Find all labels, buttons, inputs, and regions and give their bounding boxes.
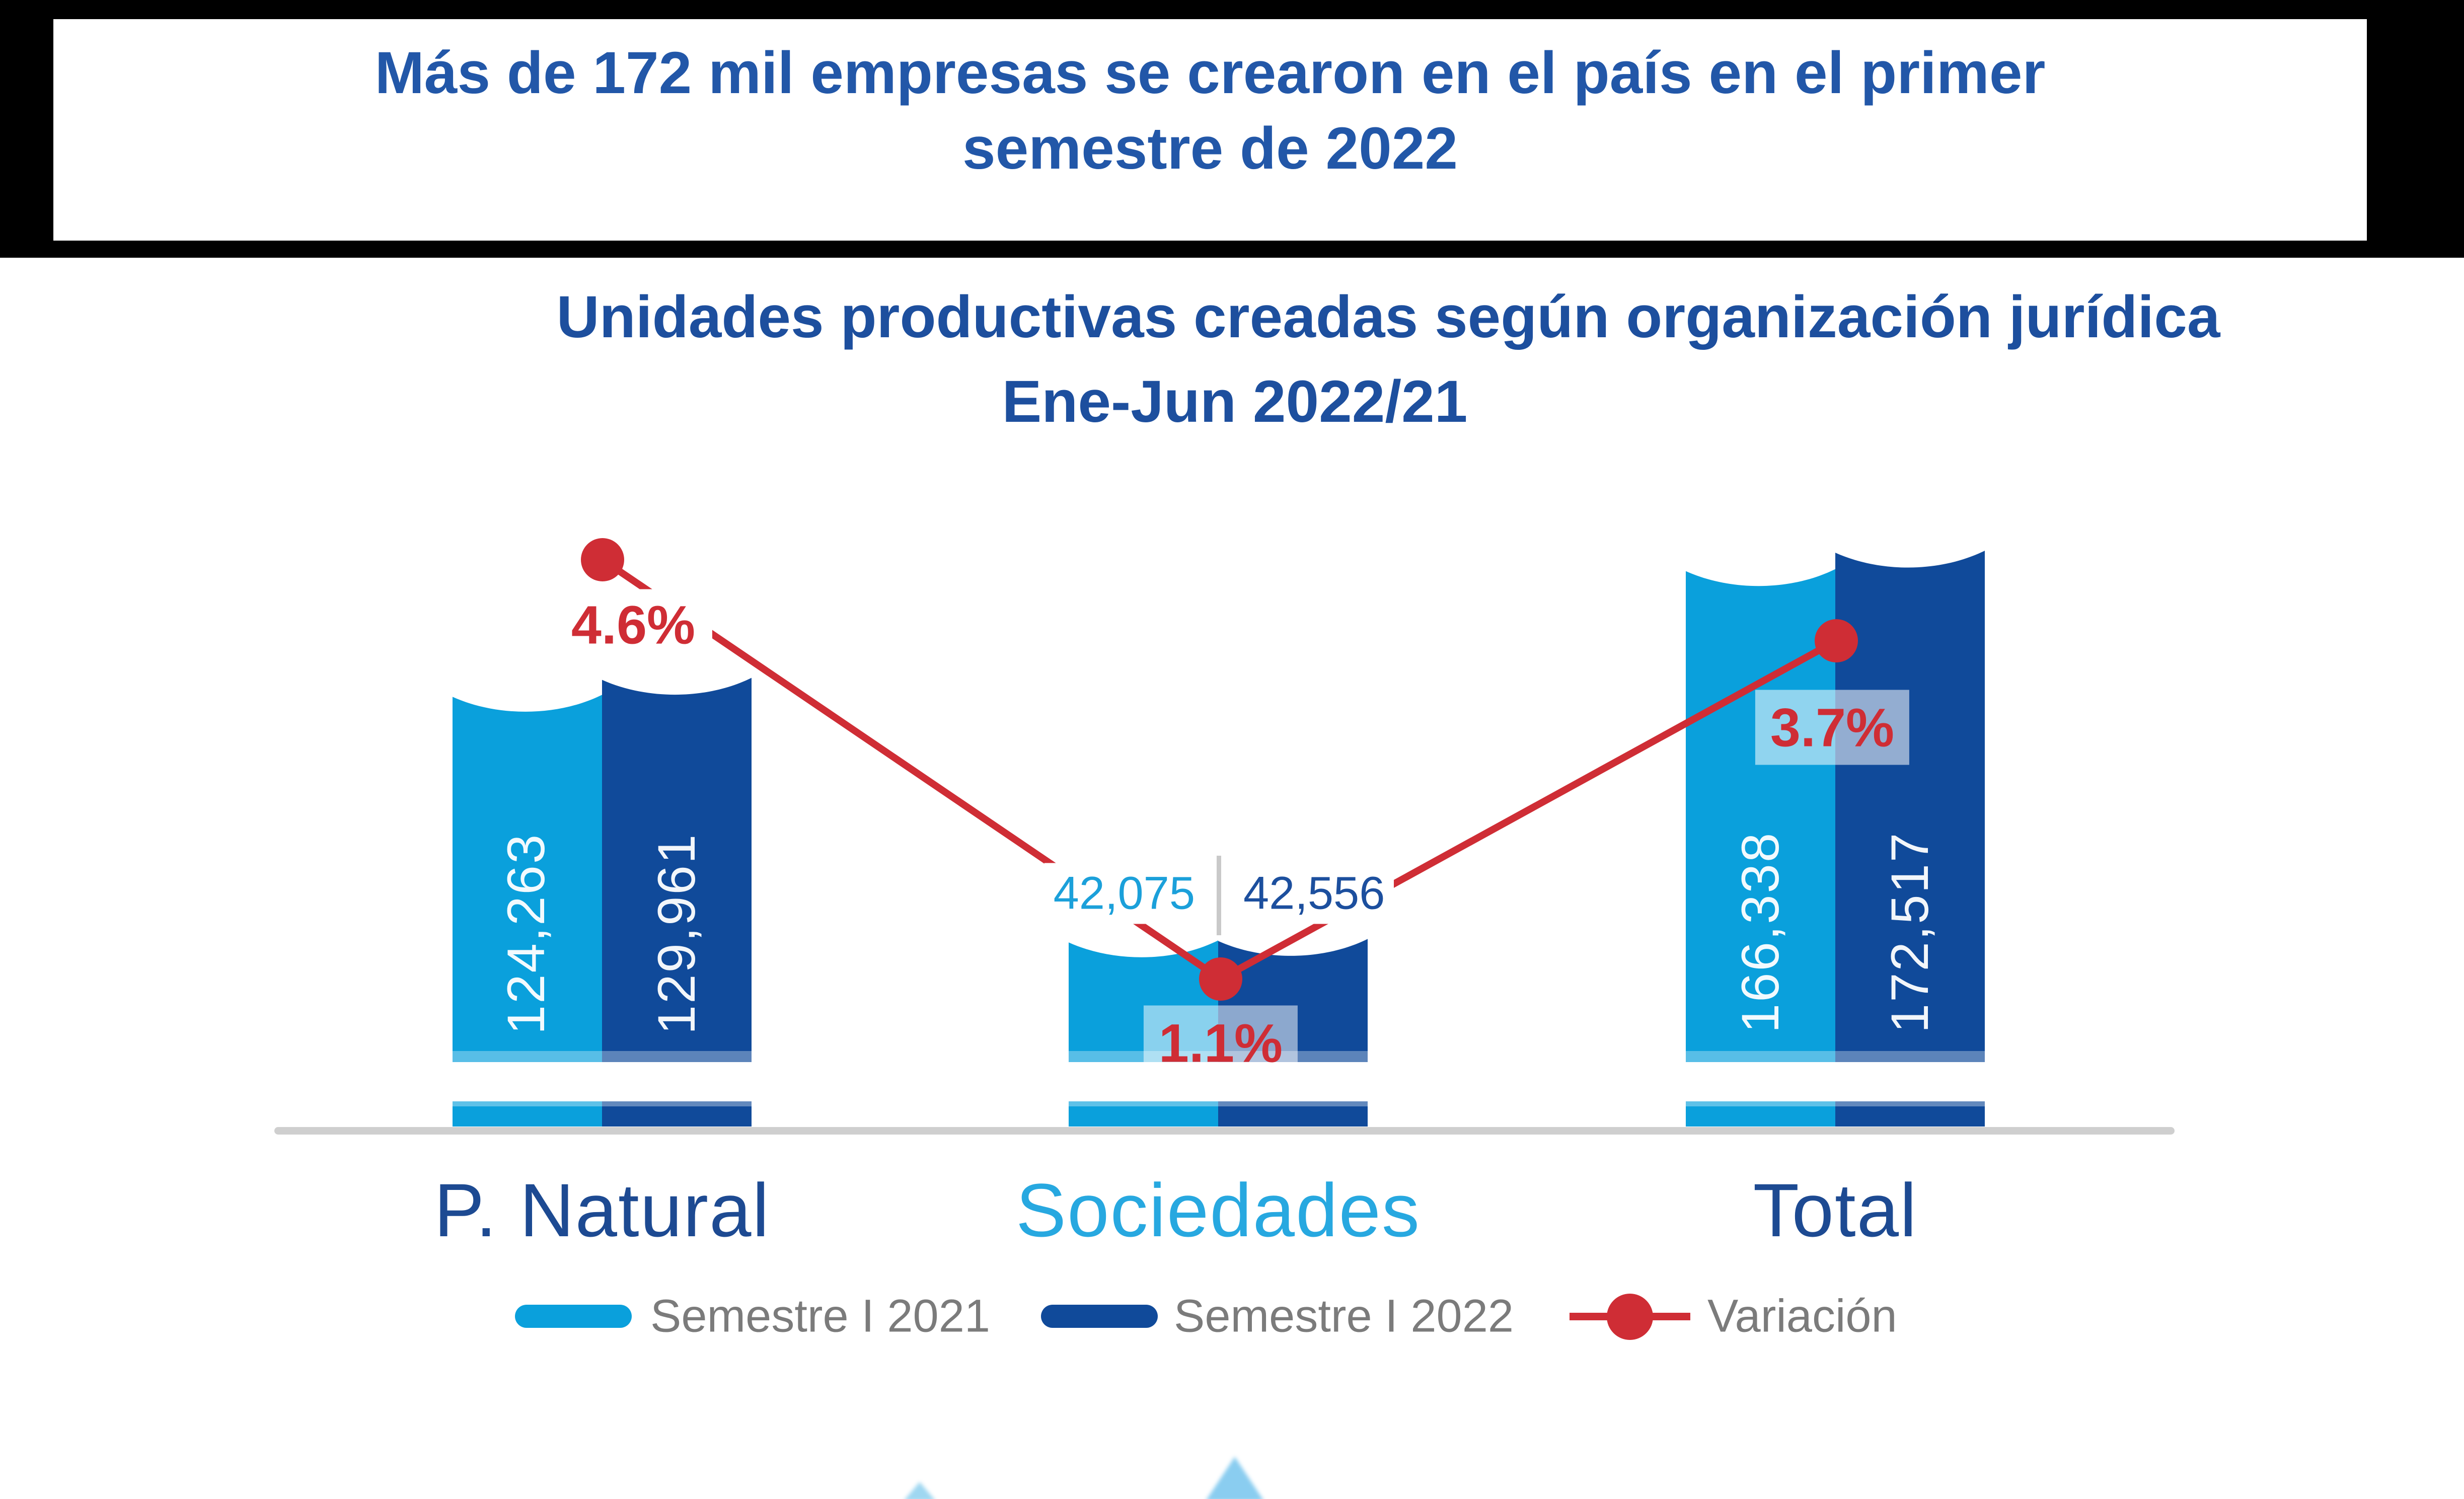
bar-value-2021-sociedades: 42,075 xyxy=(1044,863,1204,924)
bar-value-2022-total: 172,517 xyxy=(1881,831,1939,1033)
bar-value-2021-p-natural: 124,263 xyxy=(497,833,556,1035)
pedestal-highlight-p-natural xyxy=(453,1101,752,1106)
variation-dot-p-natural xyxy=(581,538,624,581)
bar-value-2021-total: 166,338 xyxy=(1731,831,1790,1033)
bar-2022-p-natural xyxy=(602,678,752,1062)
legend-line-semestre-2022-swatch xyxy=(1041,1305,1158,1328)
variation-dot-sociedades xyxy=(1199,957,1242,1001)
variation-dot-total xyxy=(1815,619,1858,662)
variation-label-p-natural: 4.6% xyxy=(554,589,713,660)
legend-label-semestre-2022: Semestre I 2022 xyxy=(1174,1290,1514,1342)
pedestal-2021-total xyxy=(1686,1101,1835,1127)
bar-2021-p-natural xyxy=(453,695,602,1062)
x-axis-line xyxy=(274,1127,2175,1135)
pedestal-2022-p-natural xyxy=(602,1101,752,1127)
pedestal-highlight-total xyxy=(1686,1101,1985,1106)
chart-title-line2: Ene-Jun 2022/21 xyxy=(1002,368,1468,435)
pedestal-2022-total xyxy=(1835,1101,1985,1127)
bar-2022-total xyxy=(1835,551,1985,1062)
legend-variation-dot-icon xyxy=(1607,1294,1653,1340)
banner-title-line2: semestre de 2022 xyxy=(962,115,1458,182)
bottom-logo-triangle-big-icon xyxy=(1206,1457,1264,1499)
title-banner: Más de 172 mil empresas se crearon en el… xyxy=(0,0,2464,258)
pedestal-2021-p-natural xyxy=(453,1101,602,1127)
pedestal-2022-sociedades xyxy=(1218,1101,1368,1127)
pedestal-2021-sociedades xyxy=(1069,1101,1218,1127)
pedestal-highlight-sociedades xyxy=(1069,1101,1368,1106)
variation-label-total: 3.7% xyxy=(1755,690,1910,765)
category-label-total: Total xyxy=(1753,1168,1918,1252)
legend-label-semestre-2021: Semestre I 2021 xyxy=(650,1290,991,1342)
legend-line-semestre-2021-swatch xyxy=(515,1305,632,1328)
title-banner-box: Más de 172 mil empresas se crearon en el… xyxy=(53,19,2367,241)
banner-title-line1: Más de 172 mil empresas se crearon en el… xyxy=(375,40,2046,106)
category-label-p-natural: P. Natural xyxy=(434,1168,770,1252)
sociedades-value-divider xyxy=(1217,856,1221,935)
bar-bottom-fade-p-natural xyxy=(453,1051,752,1062)
bar-bottom-fade-total xyxy=(1686,1051,1985,1062)
category-label-sociedades: Sociedades xyxy=(1016,1168,1421,1252)
bottom-logo-triangle-small-icon xyxy=(904,1482,936,1499)
chart-title-line1: Unidades productivas creadas según organ… xyxy=(556,284,2220,350)
variation-label-sociedades: 1.1% xyxy=(1143,1005,1298,1081)
legend-label-variacion: Variación xyxy=(1707,1290,1897,1342)
bar-value-2022-sociedades: 42,556 xyxy=(1234,863,1394,924)
bar-value-2022-p-natural: 129,961 xyxy=(647,833,706,1035)
